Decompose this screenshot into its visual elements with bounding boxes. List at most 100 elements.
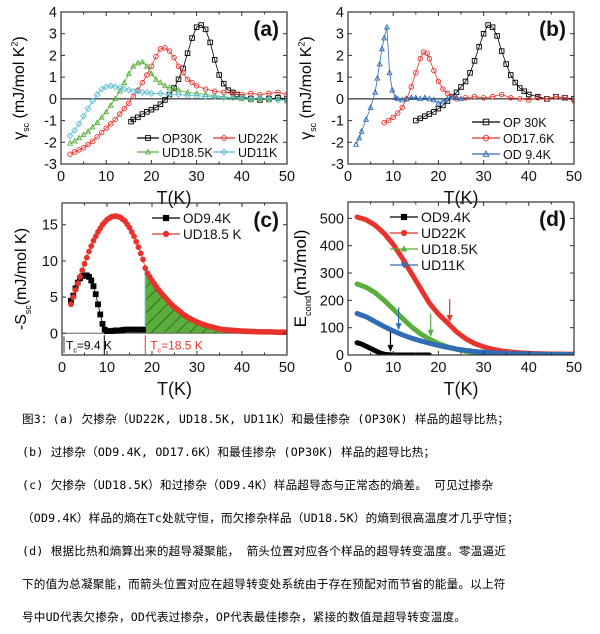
- legend-marker: [482, 149, 490, 157]
- data-point: [507, 72, 514, 78]
- legend-label: UD22K: [238, 132, 279, 146]
- data-point: [90, 283, 97, 290]
- x-tick-label: 50: [566, 360, 582, 376]
- data-point: [220, 94, 228, 102]
- x-tick-label: 30: [189, 360, 205, 376]
- data-point: [274, 96, 282, 104]
- data-point: [66, 132, 74, 140]
- data-point: [489, 93, 496, 100]
- data-point: [265, 95, 273, 103]
- series-line: [70, 274, 143, 332]
- data-point: [390, 114, 396, 121]
- data-point: [80, 131, 87, 137]
- data-point: [189, 35, 195, 41]
- data-point: [480, 30, 487, 37]
- series-ud18.5k: [354, 281, 574, 355]
- data-point: [157, 101, 164, 108]
- legend-label: UD18.5K: [421, 241, 478, 257]
- data-point: [408, 84, 415, 90]
- x-tick-label: 10: [385, 169, 401, 185]
- y-tick-label: -2: [331, 135, 344, 151]
- y-tick-label: 2: [336, 48, 344, 64]
- y-tick-label: 2: [49, 48, 57, 64]
- data-point: [476, 43, 482, 50]
- y-label-sup: 2: [297, 41, 307, 46]
- data-point: [135, 244, 142, 251]
- panel-c: 0 10 20 30 40 50 0 5 10 15 T(K) -Ssc(mJ/mol K) (c) OD…: [13, 202, 295, 399]
- data-point: [121, 79, 128, 85]
- y-tick-label: 4: [49, 5, 57, 21]
- y-tick-label: 100: [320, 321, 344, 337]
- data-point: [553, 93, 559, 100]
- data-point: [498, 91, 505, 98]
- series-line: [354, 281, 574, 355]
- y-tick-label: 0: [336, 348, 344, 364]
- data-point: [275, 89, 281, 96]
- y-label-main: -S: [13, 314, 30, 330]
- panel-label: (d): [539, 208, 566, 231]
- legend-marker: [162, 214, 170, 222]
- data-point: [184, 92, 191, 99]
- x-tick-label: 20: [430, 360, 446, 376]
- x-tick-label: 10: [385, 360, 401, 376]
- series-line: [383, 51, 574, 124]
- data-point: [66, 139, 74, 146]
- data-point: [435, 78, 442, 85]
- y-label-sub: sc: [23, 305, 33, 314]
- data-point: [412, 94, 419, 101]
- data-point: [143, 88, 151, 96]
- data-point: [417, 95, 424, 102]
- y-tick-label: 0: [49, 92, 57, 108]
- data-point: [148, 63, 155, 70]
- data-point: [111, 83, 119, 91]
- data-point: [143, 62, 150, 69]
- data-point: [140, 326, 146, 333]
- data-point: [386, 69, 393, 76]
- y-axis-label: γsc (mJ/mol K2): [10, 36, 31, 139]
- data-point: [85, 141, 91, 148]
- data-point: [247, 95, 255, 103]
- data-point: [148, 70, 155, 77]
- data-point: [125, 86, 133, 94]
- data-point: [356, 134, 363, 141]
- data-point: [71, 126, 78, 134]
- panel-label: (a): [253, 18, 279, 41]
- data-point: [75, 120, 83, 128]
- y-tick-label: 500: [320, 211, 344, 227]
- data-point: [95, 301, 101, 308]
- data-point: [440, 86, 446, 92]
- data-point: [376, 60, 383, 67]
- data-point: [180, 70, 186, 76]
- data-point: [85, 127, 92, 134]
- data-point: [202, 26, 209, 33]
- legend-label: OD9.4K: [421, 209, 471, 225]
- data-point: [184, 88, 191, 95]
- data-point: [81, 260, 88, 267]
- legend-label: UD11K: [421, 257, 466, 273]
- y-tick-label: 1: [49, 70, 57, 86]
- data-point: [220, 80, 227, 87]
- data-point: [372, 88, 379, 95]
- data-point: [142, 265, 149, 272]
- legend-label: OP 30K: [503, 116, 547, 130]
- panel-d: 0 10 20 30 40 500100200300400500T(K)Econd(mJ/…: [291, 201, 582, 399]
- data-point: [166, 84, 173, 91]
- data-point: [71, 149, 78, 155]
- data-point: [162, 97, 168, 103]
- data-point: [399, 104, 405, 111]
- caption-line: （OD9.4K）样品的熵在Tc处就守恒，而欠掺杂样品（UD18.5K）的熵到很高…: [22, 511, 519, 525]
- data-point: [413, 70, 419, 76]
- x-tick-label: 10: [98, 169, 114, 185]
- data-point: [107, 121, 114, 127]
- data-point: [157, 79, 164, 85]
- y-label-main: E: [291, 316, 310, 327]
- legend-label: UD18.5 K: [183, 227, 242, 242]
- data-point: [526, 91, 532, 98]
- data-point: [125, 70, 132, 77]
- data-point: [99, 320, 106, 327]
- data-point: [458, 84, 464, 90]
- data-point: [426, 95, 433, 102]
- legend-label: UD22K: [421, 225, 467, 241]
- y-tick-label: 3: [336, 27, 344, 43]
- y-tick-label: 5: [50, 290, 58, 306]
